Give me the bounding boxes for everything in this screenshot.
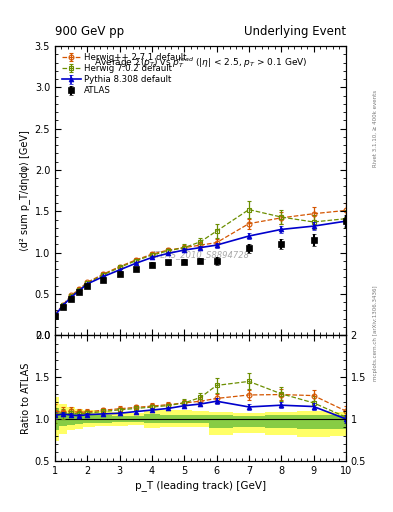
Text: Rivet 3.1.10, ≥ 400k events: Rivet 3.1.10, ≥ 400k events [373,90,378,166]
Text: ATLAS_2010_S8894728: ATLAS_2010_S8894728 [151,250,250,259]
Text: 900 GeV pp: 900 GeV pp [55,26,124,38]
X-axis label: p_T (leading track) [GeV]: p_T (leading track) [GeV] [135,480,266,490]
Legend: Herwig++ 2.7.1 default, Herwig 7.0.2 default, Pythia 8.308 default, ATLAS: Herwig++ 2.7.1 default, Herwig 7.0.2 def… [59,50,189,98]
Text: mcplots.cern.ch [arXiv:1306.3436]: mcplots.cern.ch [arXiv:1306.3436] [373,285,378,380]
Text: Underlying Event: Underlying Event [244,26,346,38]
Text: Average $\Sigma(p_T)$ vs $p_T^{lead}$ ($|\eta|$ < 2.5, $p_T$ > 0.1 GeV): Average $\Sigma(p_T)$ vs $p_T^{lead}$ ($… [94,55,307,70]
Y-axis label: Ratio to ATLAS: Ratio to ATLAS [20,362,31,434]
Y-axis label: ⟨d² sum p_T/dηdφ⟩ [GeV]: ⟨d² sum p_T/dηdφ⟩ [GeV] [20,130,31,251]
